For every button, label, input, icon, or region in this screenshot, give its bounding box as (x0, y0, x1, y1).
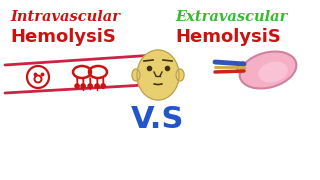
Ellipse shape (240, 51, 296, 89)
Ellipse shape (176, 69, 184, 81)
Circle shape (81, 84, 85, 88)
Circle shape (82, 84, 85, 88)
Circle shape (89, 84, 92, 88)
Circle shape (88, 84, 92, 88)
Ellipse shape (258, 62, 288, 82)
Circle shape (101, 84, 105, 88)
Circle shape (95, 84, 99, 88)
Text: Extravascular: Extravascular (175, 10, 287, 24)
Ellipse shape (132, 69, 140, 81)
Text: V.S: V.S (131, 105, 185, 134)
Circle shape (76, 84, 79, 88)
Text: HemolysiS: HemolysiS (10, 28, 116, 46)
Circle shape (95, 84, 99, 88)
Ellipse shape (137, 50, 179, 100)
Circle shape (101, 84, 105, 88)
Text: Intravascular: Intravascular (10, 10, 120, 24)
Circle shape (75, 84, 79, 88)
Text: HemolysiS: HemolysiS (175, 28, 281, 46)
